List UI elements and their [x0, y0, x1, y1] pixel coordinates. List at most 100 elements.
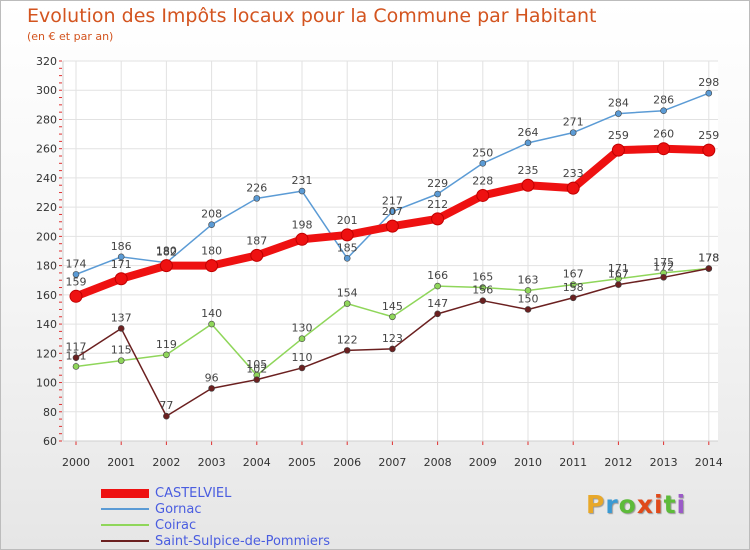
- data-label-coirac: 171: [608, 262, 629, 275]
- data-point-gornac: [253, 195, 261, 202]
- data-point-saint-sulpice-de-pommiers: [298, 364, 306, 372]
- data-label-castelviel: 198: [292, 218, 313, 231]
- data-label-saint-sulpice-de-pommiers: 102: [246, 363, 267, 376]
- data-point-castelviel: [295, 232, 309, 246]
- data-label-castelviel: 159: [66, 275, 87, 288]
- y-tick-label: 160: [36, 289, 57, 302]
- data-label-coirac: 130: [292, 322, 313, 335]
- data-point-castelviel: [385, 219, 399, 233]
- x-tick-label: 2006: [333, 456, 361, 469]
- data-label-gornac: 231: [292, 174, 313, 187]
- y-tick-label: 200: [36, 230, 57, 243]
- legend-item-coirac: Coirac: [101, 517, 330, 533]
- data-label-castelviel: 259: [608, 129, 629, 142]
- data-label-saint-sulpice-de-pommiers: 178: [698, 252, 719, 265]
- legend-label: CASTELVIEL: [155, 485, 232, 501]
- y-tick-label: 240: [36, 172, 57, 185]
- y-tick-label: 120: [36, 347, 57, 360]
- data-label-castelviel: 228: [472, 174, 493, 187]
- data-label-gornac: 182: [156, 246, 177, 259]
- data-point-coirac: [117, 357, 125, 364]
- data-label-gornac: 208: [201, 208, 222, 221]
- data-point-coirac: [298, 335, 306, 342]
- plot-area: [63, 61, 718, 441]
- data-label-gornac: 185: [337, 241, 358, 254]
- data-point-gornac: [389, 208, 396, 215]
- data-point-gornac: [117, 253, 125, 261]
- data-label-castelviel: 171: [111, 258, 132, 271]
- data-label-coirac: 175: [653, 256, 674, 269]
- logo-letter: x: [636, 490, 654, 519]
- data-point-gornac: [479, 160, 487, 167]
- y-tick-label: 80: [43, 406, 57, 419]
- data-label-castelviel: 201: [337, 214, 358, 227]
- data-point-gornac: [434, 190, 441, 198]
- data-label-coirac: 163: [518, 273, 539, 286]
- data-point-saint-sulpice-de-pommiers: [343, 347, 351, 354]
- data-point-coirac: [163, 351, 170, 359]
- data-label-coirac: 115: [111, 344, 132, 357]
- chart-subtitle: (en € et par an): [27, 30, 114, 43]
- x-tick-label: 2008: [424, 456, 452, 469]
- data-point-castelviel: [431, 212, 445, 226]
- legend-swatch: [101, 488, 149, 498]
- legend-item-castelviel: CASTELVIEL: [101, 485, 330, 501]
- data-label-coirac: 119: [156, 338, 177, 351]
- data-label-saint-sulpice-de-pommiers: 137: [111, 311, 132, 324]
- data-label-coirac: 166: [427, 269, 448, 282]
- data-point-saint-sulpice-de-pommiers: [569, 294, 577, 302]
- data-point-gornac: [524, 139, 532, 147]
- legend-swatch: [101, 540, 149, 542]
- data-label-castelviel: 259: [698, 129, 719, 142]
- data-point-saint-sulpice-de-pommiers: [208, 385, 215, 392]
- x-tick-label: 2005: [288, 456, 316, 469]
- data-point-saint-sulpice-de-pommiers: [72, 354, 80, 361]
- chart-legend: CASTELVIEL Gornac Coirac Saint-Sulpice-de-P…: [101, 485, 330, 549]
- x-tick-label: 2011: [559, 456, 587, 469]
- data-point-saint-sulpice-de-pommiers: [117, 325, 125, 332]
- data-point-castelviel: [114, 272, 128, 286]
- chart-title: Evolution des Impôts locaux pour la Comm…: [27, 5, 597, 27]
- x-tick-label: 2012: [604, 456, 632, 469]
- data-point-castelviel: [69, 289, 83, 303]
- data-point-saint-sulpice-de-pommiers: [705, 265, 713, 272]
- data-label-saint-sulpice-de-pommiers: 96: [205, 371, 219, 384]
- data-point-gornac: [343, 255, 351, 262]
- data-point-castelviel: [159, 259, 173, 273]
- data-point-castelviel: [566, 181, 580, 195]
- legend-label: Saint-Sulpice-de-Pommiers: [155, 533, 330, 549]
- data-label-castelviel: 233: [563, 167, 584, 180]
- data-point-castelviel: [205, 259, 219, 273]
- data-label-gornac: 226: [246, 181, 267, 194]
- data-label-saint-sulpice-de-pommiers: 158: [563, 281, 584, 294]
- data-point-saint-sulpice-de-pommiers: [660, 274, 667, 281]
- data-point-saint-sulpice-de-pommiers: [524, 306, 532, 313]
- data-label-coirac: 165: [472, 271, 493, 284]
- data-label-saint-sulpice-de-pommiers: 110: [292, 351, 313, 364]
- data-label-coirac: 154: [337, 287, 358, 300]
- data-label-gornac: 186: [111, 240, 132, 253]
- data-label-saint-sulpice-de-pommiers: 167: [608, 268, 629, 281]
- data-point-gornac: [660, 107, 667, 114]
- y-tick-label: 100: [36, 377, 57, 390]
- data-point-coirac: [524, 287, 532, 294]
- legend-label: Gornac: [155, 501, 202, 517]
- data-label-castelviel: 235: [518, 164, 539, 177]
- data-label-gornac: 286: [653, 94, 674, 107]
- data-point-castelviel: [521, 178, 535, 192]
- data-label-saint-sulpice-de-pommiers: 117: [66, 341, 87, 354]
- x-tick-label: 2003: [198, 456, 226, 469]
- data-point-castelviel: [611, 143, 625, 157]
- data-label-gornac: 174: [66, 257, 87, 270]
- data-point-saint-sulpice-de-pommiers: [615, 281, 622, 288]
- data-point-saint-sulpice-de-pommiers: [163, 412, 170, 420]
- data-label-castelviel: 187: [246, 234, 267, 247]
- data-label-castelviel: 212: [427, 198, 448, 211]
- data-point-coirac: [479, 284, 487, 291]
- data-point-gornac: [298, 187, 306, 195]
- data-point-coirac: [208, 320, 215, 328]
- data-label-gornac: 284: [608, 97, 629, 110]
- y-tick-label: 300: [36, 84, 57, 97]
- data-point-gornac: [705, 89, 713, 97]
